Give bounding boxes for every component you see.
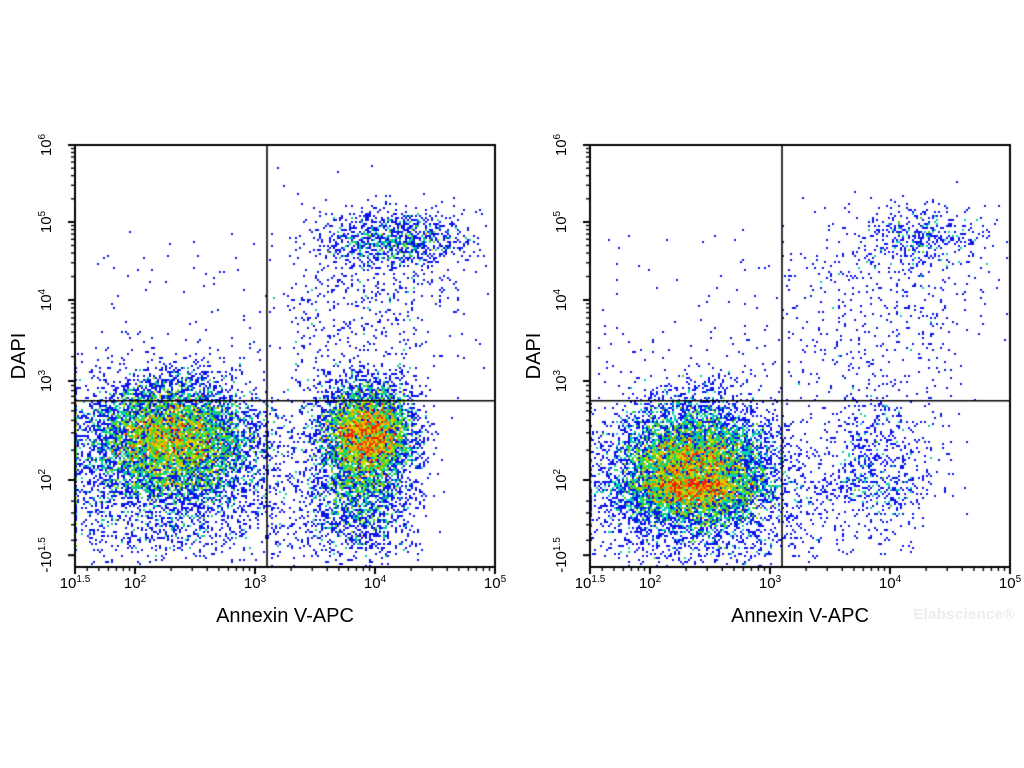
y-tick-label: 102 (37, 468, 55, 492)
y-tick-label: 105 (552, 210, 570, 234)
y-tick-label: 106 (552, 133, 570, 157)
x-tick-label: 102 (123, 574, 147, 592)
x-tick-label: 104 (363, 574, 387, 592)
y-tick-label: 102 (552, 468, 570, 492)
x-tick-label: 101.5 (574, 574, 606, 592)
x-tick-label: 104 (878, 574, 902, 592)
y-tick-label: -101.5 (552, 537, 570, 573)
x-tick-label: 105 (483, 574, 507, 592)
y-tick-label: -101.5 (37, 537, 55, 573)
x-axis-label: Annexin V-APC (731, 605, 869, 627)
flow-panel-left: Annexin V-APC DAPI 101.5 102 103 104 105 106 1… (8, 129, 515, 627)
y-tick-label: 105 (37, 210, 55, 234)
x-tick-label: 103 (758, 574, 782, 592)
y-tick-label: 103 (552, 369, 570, 393)
x-tick-label: 103 (243, 574, 267, 592)
y-axis-label: DAPI (523, 332, 545, 380)
x-tick-label: 102 (638, 574, 662, 592)
flow-panel-right: Annexin V-APC DAPI 101.5 102 103 104 105 106 1… (523, 129, 1024, 627)
y-axis-label: DAPI (8, 332, 30, 380)
y-tick-label: 104 (552, 288, 570, 312)
y-tick-label: 103 (37, 369, 55, 393)
x-tick-label: 101.5 (59, 574, 91, 592)
watermark-elabscience: Elabscience® (913, 606, 1015, 623)
density-scatter-canvas-left (55, 129, 515, 589)
y-tick-label: 106 (37, 133, 55, 157)
density-scatter-canvas-right (570, 129, 1024, 589)
y-tick-label: 104 (37, 288, 55, 312)
x-axis-label: Annexin V-APC (216, 605, 354, 627)
x-tick-label: 105 (998, 574, 1022, 592)
